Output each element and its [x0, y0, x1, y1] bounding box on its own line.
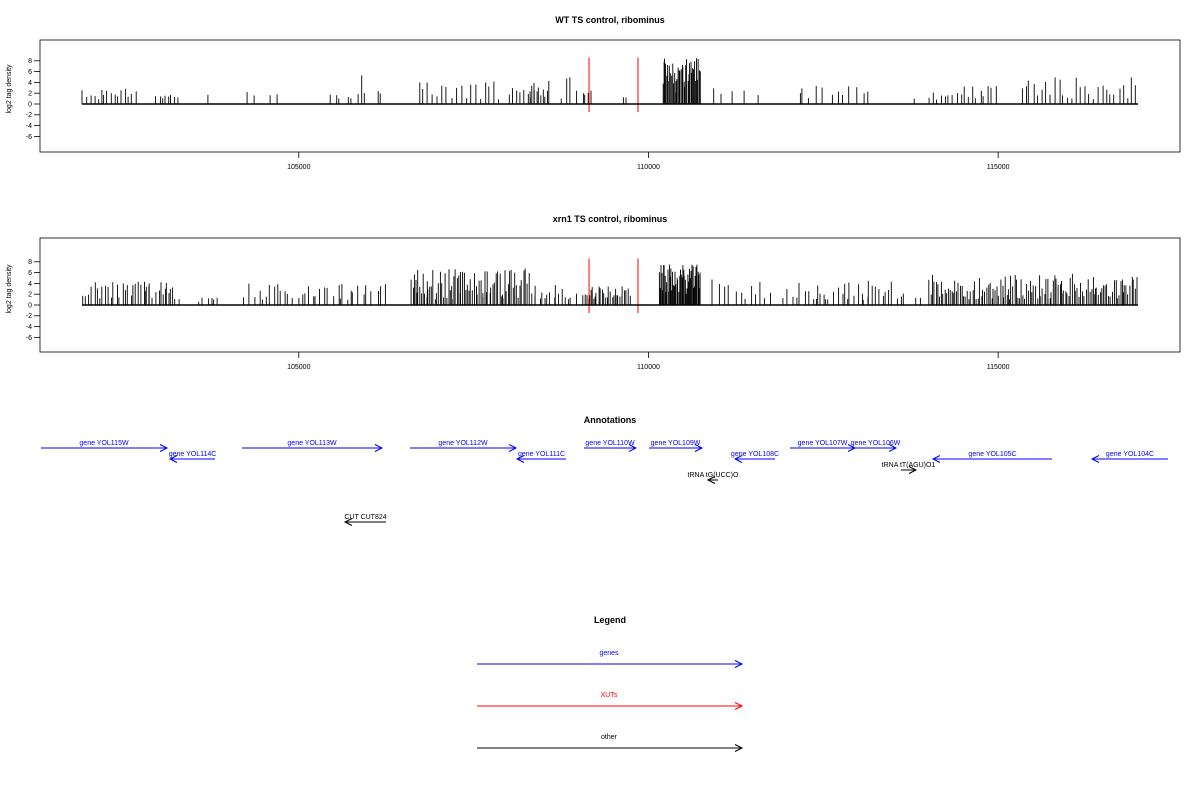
xrn1-panel-title: xrn1 TS control, ribominus: [553, 214, 668, 224]
feature-trna-tg-ucc-o: tRNA tG(UCC)O: [688, 472, 740, 484]
arrowhead-icon: [706, 476, 716, 484]
xrn1-x-tick-label: 105000: [287, 364, 310, 371]
arrowhead-icon: [343, 518, 353, 526]
xrn1-plot-frame: [39, 237, 1181, 353]
wt-y-tick-label: -6: [26, 134, 32, 141]
arrowhead-icon: [1090, 455, 1100, 463]
arrowhead-icon: [931, 455, 941, 463]
feature-gene-yol111c: gene YOL111C: [515, 451, 566, 463]
feature-label: gene YOL114C: [169, 451, 217, 458]
arrowhead-icon: [159, 444, 169, 452]
wt-y-tick-label: -2: [26, 112, 32, 119]
feature-label: tRNA tG(UCC)O: [688, 472, 740, 479]
feature-label: tRNA tT(AGU)O1: [882, 462, 936, 469]
feature-gene-yol110w: gene YOL110W: [584, 440, 638, 452]
feature-label: gene YOL106W: [851, 440, 901, 447]
arrowhead-icon: [168, 455, 178, 463]
wt-x-tick-label: 105000: [287, 164, 310, 171]
arrowhead-icon: [733, 455, 743, 463]
wt-y-tick-label: 6: [28, 69, 32, 76]
wt-y-axis: -6 -4 -2 0 2 4 6 8: [26, 58, 40, 141]
wt-y-tick-label: 4: [28, 80, 32, 87]
wt-markers: [588, 57, 639, 113]
xrn1-y-tick-label: 6: [28, 270, 32, 277]
legend-item-xut: XUTs: [477, 692, 744, 710]
arrowhead-icon: [694, 444, 704, 452]
feature-gene-yol114c: gene YOL114C: [168, 451, 217, 463]
legend-item-other: other: [477, 734, 744, 752]
arrowhead-icon: [734, 660, 744, 668]
feature-gene-yol112w: gene YOL112W: [410, 440, 518, 452]
wt-panel: WT TS control, ribominus log2 tag densit…: [6, 15, 1181, 171]
wt-x-tick-label: 115000: [987, 164, 1010, 171]
xrn1-y-tick-label: -6: [26, 335, 32, 342]
feature-label: gene YOL111C: [518, 451, 565, 458]
feature-label: gene YOL112W: [438, 440, 488, 447]
arrowhead-icon: [888, 444, 898, 452]
wt-y-tick-label: -4: [26, 123, 32, 130]
xrn1-x-axis: 105000 110000 115000: [287, 352, 1010, 371]
feature-gene-yol104c: gene YOL104C: [1090, 451, 1168, 463]
feature-label: gene YOL115W: [79, 440, 129, 447]
legend-items: genes XUTs other: [477, 650, 744, 752]
xrn1-bars: [82, 264, 1138, 305]
xrn1-x-tick-label: 110000: [637, 364, 660, 371]
feature-label: gene YOL108C: [731, 451, 779, 458]
legend-label: genes: [599, 650, 619, 657]
feature-trna-tt-agu-o1: tRNA tT(AGU)O1: [882, 462, 936, 474]
arrowhead-icon: [374, 444, 384, 452]
xrn1-y-tick-label: -2: [26, 313, 32, 320]
arrowhead-icon: [908, 466, 918, 474]
legend-label: other: [601, 734, 618, 741]
wt-panel-title: WT TS control, ribominus: [555, 15, 665, 25]
feature-gene-yol108c: gene YOL108C: [731, 451, 779, 463]
wt-x-axis: 105000 110000 115000: [287, 152, 1010, 171]
xrn1-y-tick-label: 4: [28, 281, 32, 288]
feature-gene-yol106w: gene YOL106W: [851, 440, 901, 452]
feature-gene-yol113w: gene YOL113W: [242, 440, 384, 452]
feature-label: gene YOL105C: [968, 451, 1016, 458]
feature-list: gene YOL115W gene YOL114C gene YOL113W gene…: [41, 440, 1168, 526]
wt-y-tick-label: 8: [28, 58, 32, 65]
wt-y-tick-label: 0: [28, 101, 32, 108]
legend-item-gene: genes: [477, 650, 744, 668]
wt-bars: [81, 58, 1136, 104]
xrn1-y-tick-label: -4: [26, 324, 32, 331]
feature-cut-cut824: CUT CUT824: [343, 514, 387, 526]
feature-label: gene YOL110W: [585, 440, 635, 447]
arrowhead-icon: [734, 702, 744, 710]
wt-plot-frame: [39, 39, 1181, 153]
feature-gene-yol115w: gene YOL115W: [41, 440, 169, 452]
xrn1-y-tick-label: 2: [28, 292, 32, 299]
wt-x-tick-label: 110000: [637, 164, 660, 171]
feature-label: gene YOL113W: [287, 440, 337, 447]
feature-gene-yol105c: gene YOL105C: [931, 451, 1052, 463]
legend-title: Legend: [594, 615, 626, 625]
wt-y-tick-label: 2: [28, 91, 32, 98]
wt-ylabel: log2 tag density: [6, 64, 13, 114]
legend: Legend genes XUTs other: [477, 615, 744, 752]
feature-label: gene YOL109W: [651, 440, 701, 447]
arrowhead-icon: [628, 444, 638, 452]
arrowhead-icon: [508, 444, 518, 452]
arrowhead-icon: [734, 744, 744, 752]
feature-label: gene YOL104C: [1106, 451, 1154, 458]
arrowhead-icon: [515, 455, 525, 463]
xrn1-y-axis: -6 -4 -2 0 2 4 6 8: [26, 259, 40, 342]
xrn1-y-tick-label: 8: [28, 259, 32, 266]
annotations-title: Annotations: [584, 415, 637, 425]
feature-label: gene YOL107W: [798, 440, 848, 447]
xrn1-x-tick-label: 115000: [987, 364, 1010, 371]
feature-gene-yol107w: gene YOL107W: [790, 440, 857, 452]
feature-gene-yol109w: gene YOL109W: [649, 440, 704, 452]
feature-label: CUT CUT824: [344, 514, 386, 521]
xrn1-y-tick-label: 0: [28, 302, 32, 309]
xrn1-markers: [588, 258, 639, 314]
legend-label: XUTs: [601, 692, 618, 699]
xrn1-panel: xrn1 TS control, ribominus log2 tag dens…: [6, 214, 1181, 371]
xrn1-ylabel: log2 tag density: [6, 264, 13, 314]
